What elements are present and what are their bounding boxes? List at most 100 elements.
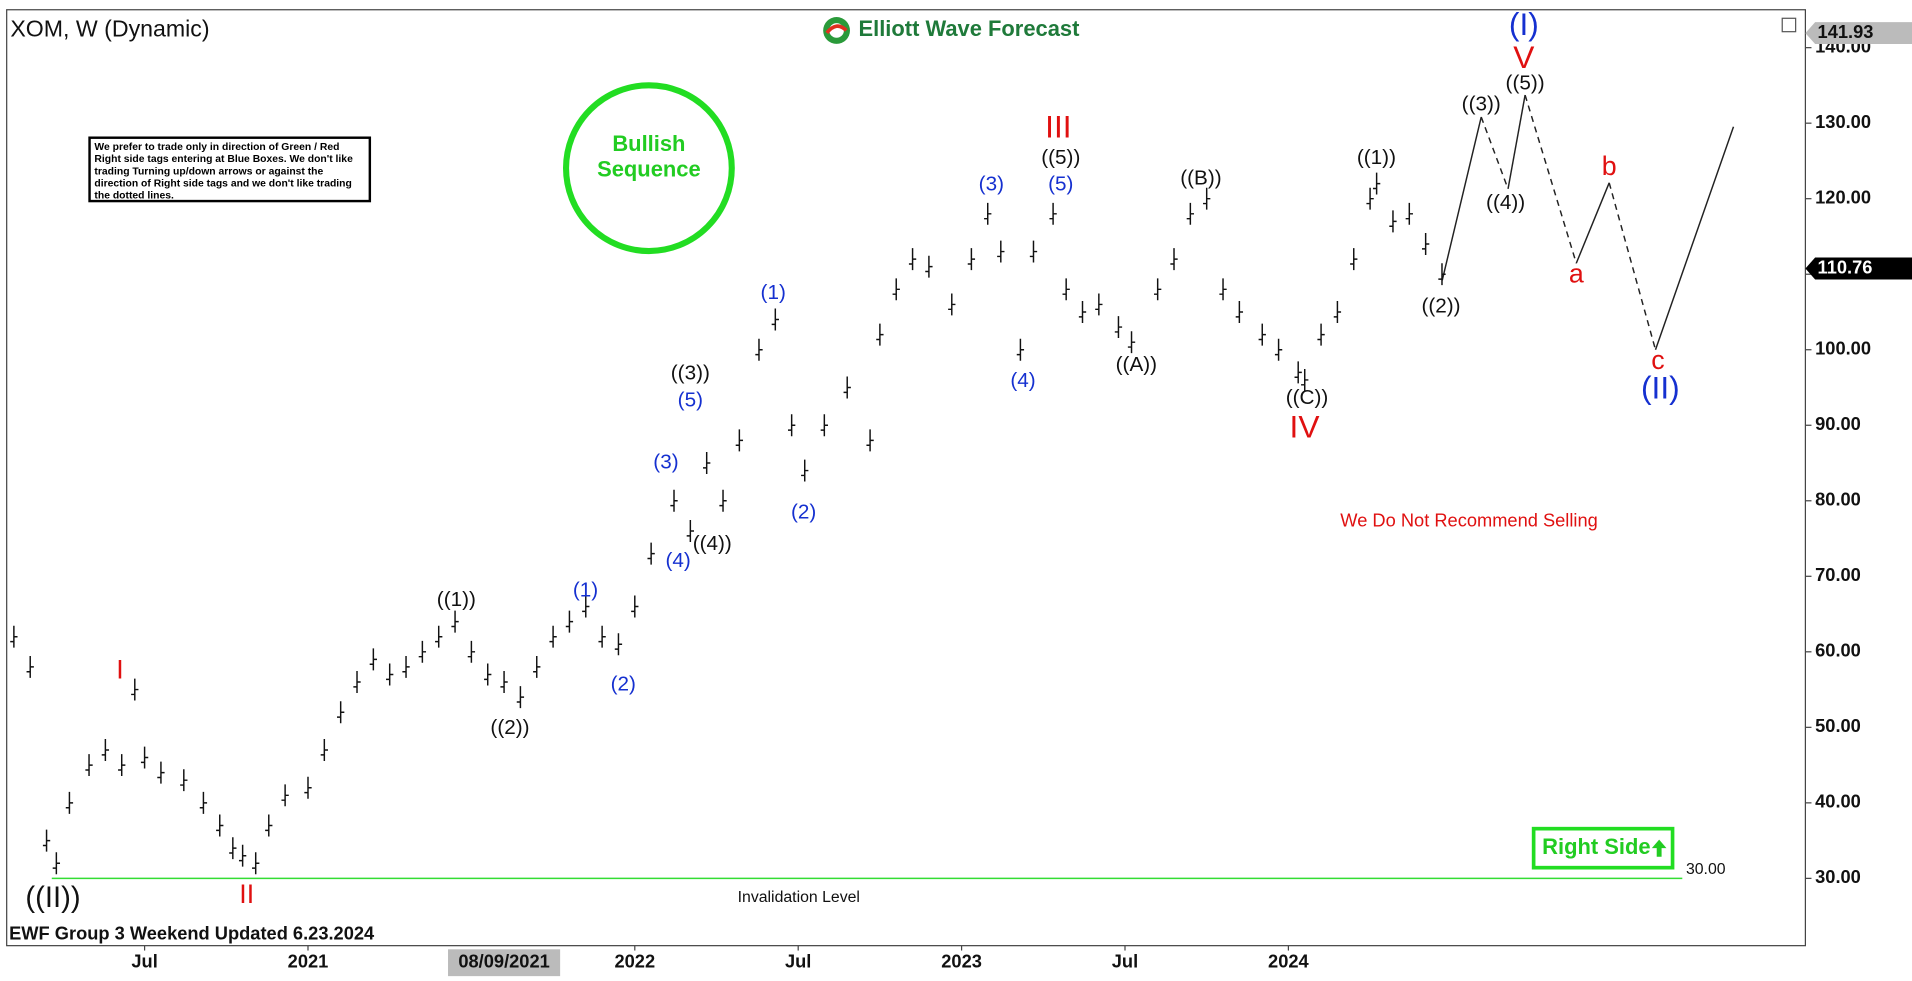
- price-bar: [229, 837, 237, 860]
- price-bar: [1219, 278, 1227, 301]
- price-bar: [820, 414, 828, 437]
- footer: EWF Group 3 Weekend Updated 6.23.2024: [9, 923, 375, 944]
- price-bar: [281, 784, 289, 807]
- price-bar: [131, 678, 139, 701]
- note-box: [88, 136, 372, 203]
- price-bar: [1438, 263, 1446, 286]
- price-bar: [435, 625, 443, 648]
- price-bar: [1078, 301, 1087, 323]
- wave-label: (1): [573, 579, 598, 602]
- wave-label: (I): [1509, 6, 1539, 42]
- window-icon[interactable]: [1781, 17, 1797, 33]
- wave-label: ((3)): [671, 362, 710, 385]
- price-bar: [1203, 187, 1211, 210]
- price-bar: [1062, 278, 1070, 301]
- price-bar: [1294, 361, 1302, 384]
- price-bar: [670, 489, 678, 512]
- price-bar: [1405, 202, 1413, 225]
- price-bar: [484, 663, 492, 686]
- price-bar: [948, 293, 956, 316]
- y-tick-label: 120.00: [1815, 187, 1871, 208]
- price-bar: [304, 776, 312, 799]
- price-bar: [140, 746, 149, 769]
- wave-label: (2): [791, 501, 816, 524]
- crosshair-tag: 08/09/2021: [458, 951, 549, 972]
- wave-label: ((3)): [1462, 92, 1501, 115]
- price-bar: [1301, 368, 1309, 391]
- last-price-tag: 110.76: [1818, 256, 1873, 277]
- price-bar: [735, 429, 744, 452]
- price-bar: [265, 814, 273, 837]
- price-bar: [1389, 210, 1397, 233]
- price-bar: [1372, 172, 1381, 195]
- price-bar: [402, 655, 410, 678]
- y-tick-label: 100.00: [1815, 338, 1871, 359]
- wave-label: (5): [1048, 173, 1073, 196]
- wave-label: III: [1045, 109, 1071, 145]
- y-tick-label: 80.00: [1815, 489, 1861, 510]
- x-tick-label: Jul: [785, 951, 811, 972]
- price-bar: [866, 429, 874, 452]
- y-tick-label: 50.00: [1815, 715, 1861, 736]
- x-tick-label: Jul: [1112, 951, 1138, 972]
- price-bar: [755, 338, 763, 361]
- price-bar: [1186, 202, 1195, 225]
- price-bar: [65, 791, 74, 814]
- wave-label: ((1)): [437, 588, 476, 611]
- wave-label: (5): [678, 388, 703, 411]
- y-tick-label: 40.00: [1815, 791, 1861, 812]
- wave-label: ((C)): [1286, 386, 1329, 409]
- price-bar: [1170, 248, 1178, 271]
- price-bar: [85, 754, 93, 777]
- brand-name: Elliott Wave Forecast: [859, 16, 1081, 41]
- wave-label: (II): [1641, 369, 1680, 405]
- price-bar: [598, 625, 606, 648]
- right-side-text: Right Side: [1542, 834, 1650, 859]
- price-bar: [533, 655, 541, 678]
- wave-label: (4): [665, 549, 690, 572]
- crosshair-tag-bg: [448, 949, 561, 977]
- price-bar: [686, 520, 695, 542]
- wave-label: ((II)): [25, 882, 80, 914]
- badge-circle: [562, 82, 735, 255]
- price-bar: [801, 459, 809, 482]
- price-bar: [1235, 301, 1244, 323]
- wave-label: ((B)): [1180, 167, 1221, 190]
- y-tick-label: 60.00: [1815, 640, 1861, 661]
- forecast-dashed: [1524, 94, 1577, 264]
- wave-label: ((2)): [1421, 295, 1460, 318]
- wave-label: IV: [1290, 408, 1320, 444]
- forecast-solid: [1441, 116, 1482, 281]
- price-bar: [337, 701, 345, 724]
- price-bar: [353, 671, 361, 693]
- price-bar: [1317, 323, 1325, 346]
- price-bar: [252, 852, 260, 875]
- badge-text: Bullish Sequence: [597, 131, 701, 182]
- price-bar: [1114, 316, 1123, 339]
- price-bar: [101, 739, 110, 761]
- y-tick-label: 130.00: [1815, 111, 1871, 132]
- note-holder: We prefer to trade only in direction of …: [94, 140, 352, 201]
- warning: We Do Not Recommend Selling: [1340, 509, 1598, 530]
- price-bar: [500, 671, 508, 693]
- wave-label: II: [239, 879, 254, 909]
- price-bar: [1154, 278, 1162, 301]
- wave-label: ((5)): [1041, 146, 1080, 169]
- price-bar: [771, 308, 779, 331]
- price-bar: [908, 248, 917, 271]
- y-tick-label: 70.00: [1815, 564, 1861, 585]
- price-bar: [647, 542, 655, 565]
- wave-label: ((A)): [1116, 353, 1157, 376]
- price-bar: [1016, 338, 1025, 361]
- price-bar: [238, 844, 247, 867]
- forecast-path: [1441, 94, 1735, 350]
- price-bar: [199, 791, 208, 814]
- price-bar: [369, 648, 378, 671]
- price-bar: [549, 625, 557, 648]
- wave-label: I: [116, 655, 123, 685]
- price-bar: [1274, 338, 1283, 361]
- y-tick-label: 30.00: [1815, 866, 1861, 887]
- x-tick-label: Jul: [131, 951, 157, 972]
- price-bar: [614, 633, 623, 656]
- price-bar: [516, 686, 525, 709]
